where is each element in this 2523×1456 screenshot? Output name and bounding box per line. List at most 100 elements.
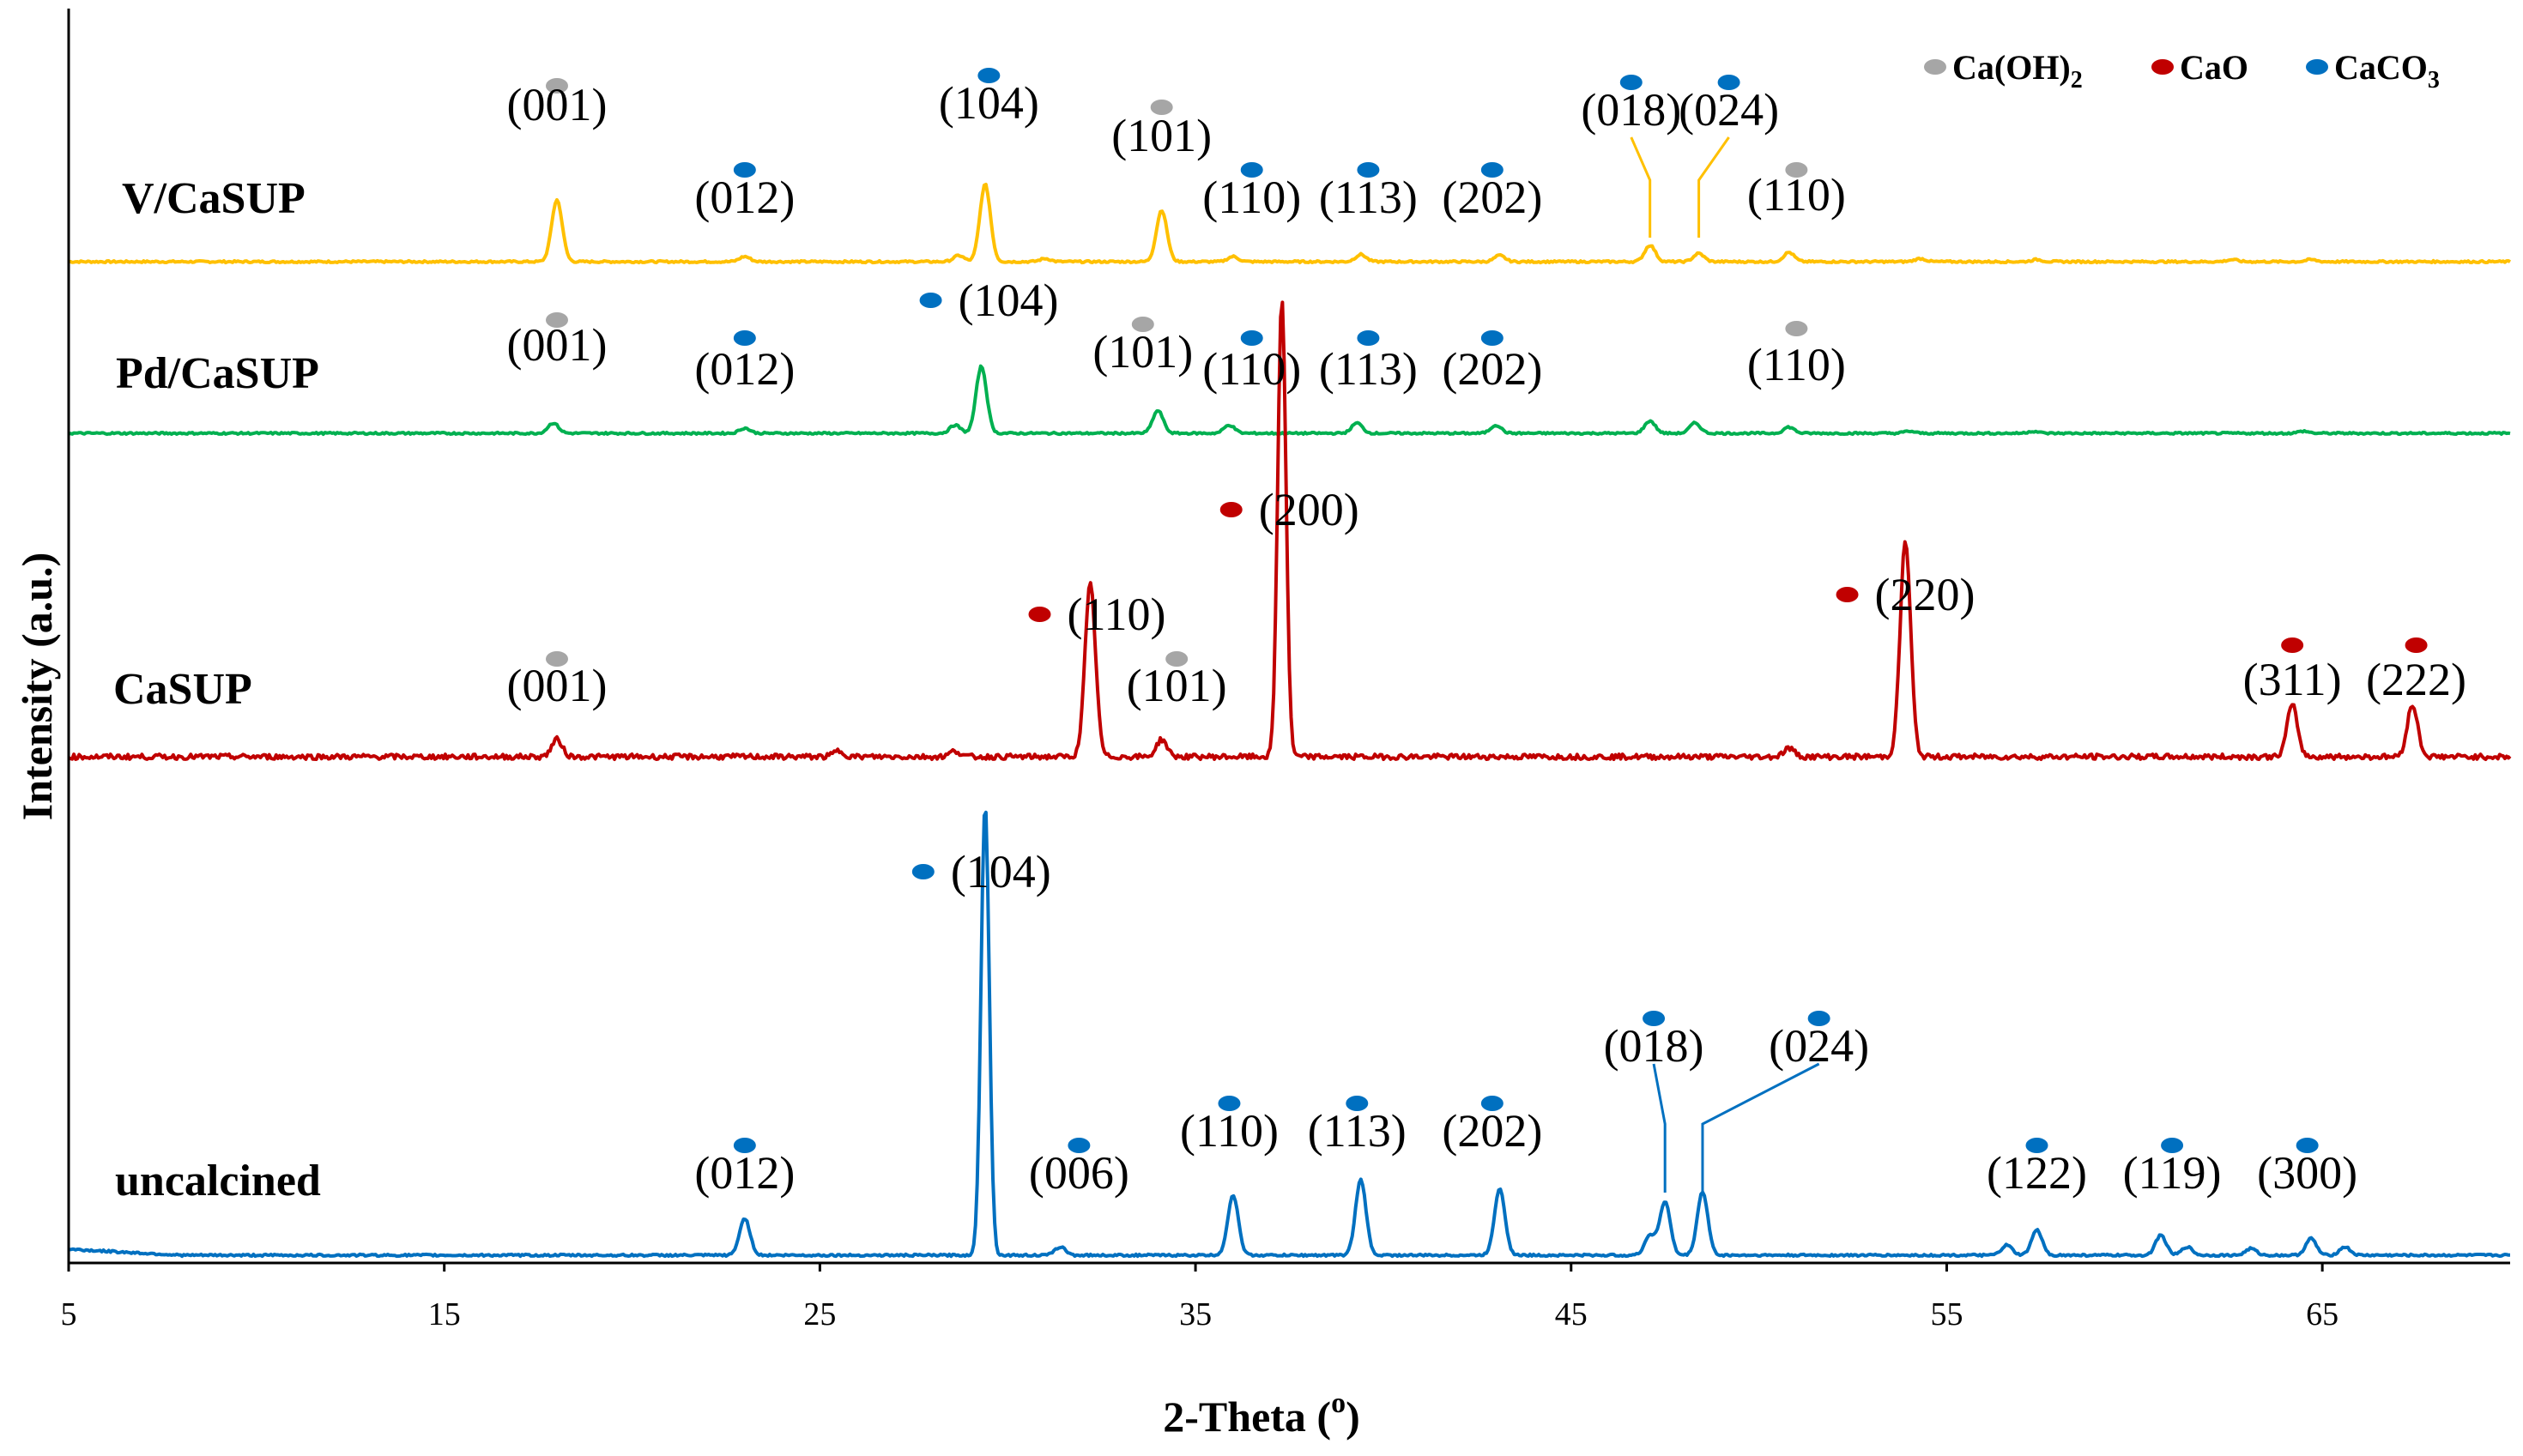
phase-marker — [546, 651, 568, 667]
legend: Ca(OH)2 CaO CaCO3 — [1924, 48, 2440, 94]
phase-marker — [2025, 1138, 2048, 1153]
x-tick-label: 5 — [61, 1296, 77, 1332]
series-label: V/CaSUP — [122, 174, 306, 223]
phase-marker — [1619, 75, 1643, 90]
hkl-label: (113) — [1319, 172, 1418, 223]
phase-marker — [546, 312, 568, 328]
phase-marker — [546, 78, 568, 94]
phase-marker — [911, 864, 935, 879]
phase-marker — [1028, 607, 1051, 622]
hkl-label: (220) — [1875, 569, 1975, 620]
hkl-label: (122) — [1987, 1147, 2087, 1199]
series-label: Pd/CaSUP — [116, 349, 319, 398]
hkl-label: (110) — [1747, 169, 1846, 221]
trace-pdcasup — [68, 364, 2511, 437]
axes: 5 15 25 35 45 55 65 2-Theta (o) Intensity (a.u.) — [13, 9, 2510, 1441]
y-axis-title: Intensity (a.u.) — [13, 553, 61, 821]
hkl-label: (101) — [1111, 110, 1212, 161]
hkl-label: (018) — [1604, 1020, 1704, 1072]
hkl-label: (104) — [939, 77, 1039, 129]
hkl-label: (202) — [1442, 1105, 1542, 1157]
legend-label: CaCO3 — [2334, 48, 2440, 94]
legend-marker — [2306, 59, 2328, 75]
phase-marker — [1150, 100, 1173, 115]
trace-uncalcined — [68, 810, 2510, 1259]
hkl-label: (001) — [507, 79, 608, 130]
x-tick-label: 35 — [1179, 1296, 1212, 1332]
hkl-label: (311) — [2243, 654, 2342, 705]
phase-marker — [1807, 1011, 1830, 1026]
hkl-label: (024) — [1679, 84, 1779, 136]
hkl-label: (024) — [1769, 1020, 1869, 1072]
phase-marker — [733, 1138, 756, 1153]
leader-line — [1701, 1062, 1820, 1193]
hkl-label: (222) — [2366, 654, 2466, 705]
phase-marker — [1218, 1096, 1241, 1111]
leader-line — [1697, 136, 1730, 238]
phase-marker — [1480, 1096, 1504, 1111]
hkl-label: (012) — [694, 172, 795, 223]
trace-casup — [68, 300, 2512, 761]
hkl-label: (110) — [1068, 589, 1166, 640]
hkl-label: (012) — [694, 343, 795, 395]
phase-marker — [1836, 587, 1859, 602]
phase-marker — [2405, 637, 2428, 653]
phase-marker — [1785, 162, 1808, 178]
x-tick-label: 15 — [428, 1296, 461, 1332]
legend-marker — [2151, 59, 2174, 75]
phase-marker — [1785, 321, 1808, 336]
x-tick-label: 45 — [1555, 1296, 1588, 1332]
phase-marker — [919, 293, 942, 308]
hkl-label: (110) — [1202, 172, 1301, 223]
hkl-label: (202) — [1442, 343, 1542, 395]
leader-line — [1652, 1063, 1667, 1193]
hkl-label: (113) — [1319, 343, 1418, 395]
phase-marker — [1240, 162, 1263, 178]
x-tick-label: 25 — [803, 1296, 836, 1332]
hkl-label: (001) — [507, 319, 608, 371]
phase-marker — [1643, 1011, 1666, 1026]
phase-marker — [1357, 330, 1380, 346]
traces — [68, 183, 2512, 1259]
hkl-label: (101) — [1127, 660, 1227, 711]
phase-marker — [733, 162, 756, 178]
phase-marker — [1346, 1096, 1369, 1111]
phase-marker — [1480, 330, 1504, 346]
hkl-label: (006) — [1029, 1147, 1129, 1199]
series-label: uncalcined — [115, 1157, 321, 1205]
x-axis-title: 2-Theta (o) — [1163, 1387, 1359, 1441]
legend-label: Ca(OH)2 — [1952, 48, 2083, 94]
hkl-label: (101) — [1092, 326, 1193, 378]
phase-marker — [2296, 1138, 2319, 1153]
leader-line — [1630, 136, 1652, 238]
trace-vcasup — [68, 183, 2512, 265]
phase-marker — [1219, 502, 1243, 517]
phase-marker — [733, 330, 756, 346]
phase-marker — [1480, 162, 1504, 178]
phase-marker — [977, 68, 1001, 83]
x-tick-label: 55 — [1930, 1296, 1963, 1332]
hkl-label: (110) — [1202, 343, 1301, 395]
hkl-label: (104) — [959, 275, 1059, 326]
hkl-label: (202) — [1442, 172, 1542, 223]
legend-marker — [1924, 59, 1946, 75]
phase-marker — [1068, 1138, 1091, 1153]
hkl-label: (200) — [1259, 484, 1359, 535]
hkl-label: (001) — [507, 660, 608, 711]
x-tick-label: 65 — [2306, 1296, 2338, 1332]
series-labels: V/CaSUP Pd/CaSUP CaSUP uncalcined — [113, 174, 321, 1205]
legend-label: CaO — [2180, 48, 2248, 87]
hkl-label: (113) — [1308, 1105, 1407, 1157]
hkl-label: (110) — [1180, 1105, 1279, 1157]
peak-annotations: (001)(012)(104)(101)(110) (113) (202)(018)… — [507, 68, 2466, 1199]
hkl-label: (012) — [694, 1147, 795, 1199]
phase-marker — [1717, 75, 1740, 90]
hkl-label: (300) — [2257, 1147, 2357, 1199]
hkl-label: (119) — [2123, 1147, 2222, 1199]
hkl-label: (018) — [1581, 84, 1681, 136]
phase-marker — [1357, 162, 1380, 178]
phase-marker — [2281, 637, 2304, 653]
series-label: CaSUP — [113, 665, 252, 714]
phase-marker — [1165, 651, 1189, 667]
